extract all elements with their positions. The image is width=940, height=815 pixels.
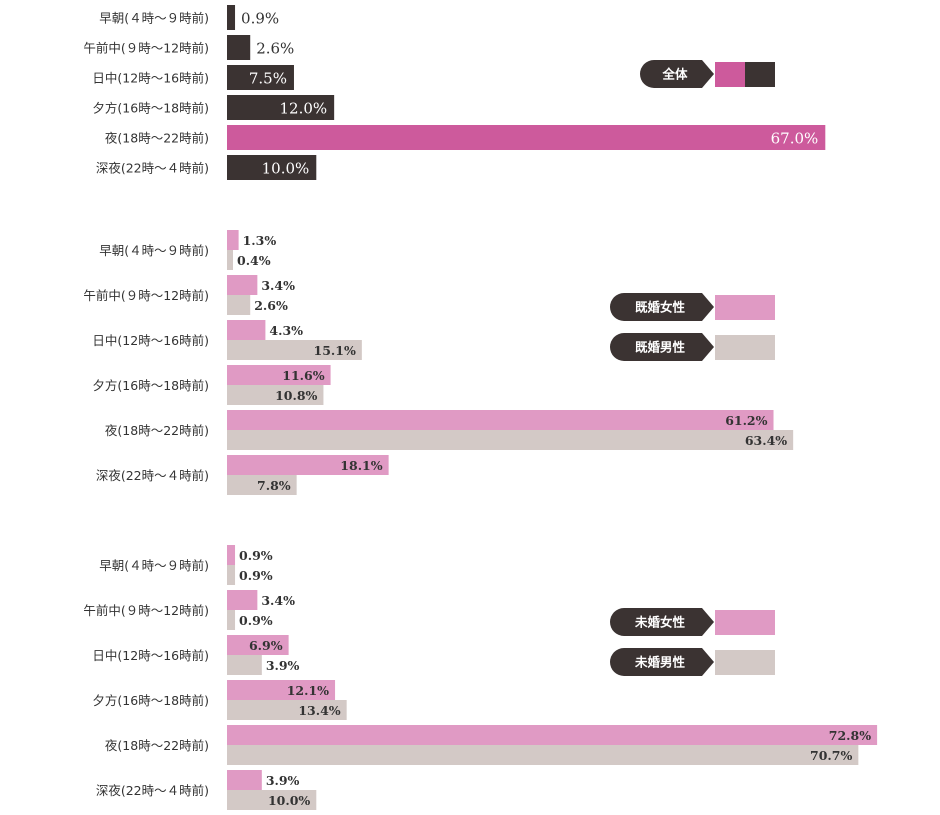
married-bar-male (227, 385, 324, 405)
category-label: 早朝(４時～９時前) (99, 11, 209, 26)
category-label: 早朝(４時～９時前) (99, 243, 209, 258)
data-label: 6.9% (249, 638, 283, 653)
category-label: 夕方(16時～18時前) (92, 101, 209, 116)
data-label: 63.4% (745, 433, 787, 448)
data-label: 12.1% (287, 683, 329, 698)
category-label: 深夜(22時～４時前) (96, 161, 209, 176)
unmarried-bar-female (227, 635, 289, 655)
married-legend-female-label: 既婚女性 (635, 300, 686, 315)
bar-overall (227, 125, 826, 150)
category-label: 夕方(16時～18時前) (92, 693, 209, 708)
data-label: 2.6% (256, 40, 294, 58)
data-label: 7.8% (257, 478, 291, 493)
married-bar-male (227, 250, 233, 270)
data-label: 15.1% (314, 343, 356, 358)
married-bar-male (227, 295, 251, 315)
married-bar-male (227, 430, 794, 450)
married-legend-male-bubble (610, 333, 714, 361)
category-label: 夜(18時～22時前) (105, 131, 209, 146)
unmarried-bar-male (227, 700, 347, 720)
unmarried-bar-male (227, 745, 859, 765)
unmarried-bar-female (227, 725, 878, 745)
bar-overall (227, 35, 251, 60)
data-label: 7.5% (249, 70, 287, 88)
unmarried-legend-male-bubble (610, 648, 714, 676)
data-label: 12.0% (280, 100, 328, 118)
married-bar-female (227, 365, 331, 385)
category-label: 夕方(16時～18時前) (92, 378, 209, 393)
category-label: 午前中(９時～12時前) (83, 603, 209, 618)
unmarried-bar-female (227, 770, 262, 790)
data-label: 10.0% (262, 160, 310, 178)
bar-overall (227, 65, 294, 90)
married-bar-female (227, 275, 258, 295)
category-label: 深夜(22時～４時前) (96, 468, 209, 483)
unmarried-bar-male (227, 565, 236, 585)
category-label: 午前中(９時～12時前) (83, 41, 209, 56)
category-label: 日中(12時～16時前) (92, 71, 209, 86)
data-label: 13.4% (298, 703, 340, 718)
married-legend-swatch-female (715, 295, 775, 320)
data-label: 0.9% (239, 613, 273, 628)
category-label: 夜(18時～22時前) (105, 738, 209, 753)
unmarried-bar-male (227, 655, 262, 675)
data-label: 10.0% (268, 793, 310, 808)
data-label: 11.6% (282, 368, 324, 383)
legend-overall-bubble (640, 60, 714, 88)
unmarried-bar-female (227, 590, 258, 610)
data-label: 10.8% (275, 388, 317, 403)
data-label: 3.4% (261, 278, 295, 293)
data-label: 3.9% (266, 658, 300, 673)
unmarried-bar-female (227, 545, 236, 565)
married-bar-female (227, 230, 239, 250)
unmarried-legend-swatch-female (715, 610, 775, 635)
data-label: 0.9% (241, 10, 279, 28)
legend-overall-label: 全体 (661, 67, 688, 82)
married-bar-female (227, 455, 389, 475)
data-label: 4.3% (269, 323, 303, 338)
unmarried-legend-female-bubble (610, 608, 714, 636)
category-label: 日中(12時～16時前) (92, 333, 209, 348)
data-label: 2.6% (254, 298, 288, 313)
data-label: 3.4% (261, 593, 295, 608)
data-label: 0.4% (237, 253, 271, 268)
unmarried-bar-female (227, 680, 336, 700)
category-label: 深夜(22時～４時前) (96, 783, 209, 798)
unmarried-bar-male (227, 790, 317, 810)
category-label: 夜(18時～22時前) (105, 423, 209, 438)
married-legend-male-label: 既婚男性 (635, 340, 686, 355)
data-label: 0.9% (239, 548, 273, 563)
legend-swatch-dark (745, 62, 775, 87)
married-legend-swatch-male (715, 335, 775, 360)
category-label: 早朝(４時～９時前) (99, 558, 209, 573)
data-label: 3.9% (266, 773, 300, 788)
unmarried-legend-female-label: 未婚女性 (634, 615, 686, 630)
data-label: 72.8% (829, 728, 871, 743)
married-bar-male (227, 340, 362, 360)
unmarried-bar-male (227, 610, 236, 630)
bar-overall (227, 5, 236, 30)
legend-swatch-pink (715, 62, 745, 87)
data-label: 61.2% (725, 413, 767, 428)
category-label: 日中(12時～16時前) (92, 648, 209, 663)
bar-overall (227, 155, 317, 180)
married-legend-female-bubble (610, 293, 714, 321)
data-label: 70.7% (810, 748, 852, 763)
married-bar-female (227, 320, 266, 340)
married-bar-male (227, 475, 297, 495)
data-label: 67.0% (771, 130, 819, 148)
data-label: 1.3% (243, 233, 277, 248)
bar-overall (227, 95, 335, 120)
data-label: 18.1% (340, 458, 382, 473)
married-bar-female (227, 410, 774, 430)
unmarried-legend-swatch-male (715, 650, 775, 675)
category-label: 午前中(９時～12時前) (83, 288, 209, 303)
data-label: 0.9% (239, 568, 273, 583)
unmarried-legend-male-label: 未婚男性 (634, 655, 686, 670)
